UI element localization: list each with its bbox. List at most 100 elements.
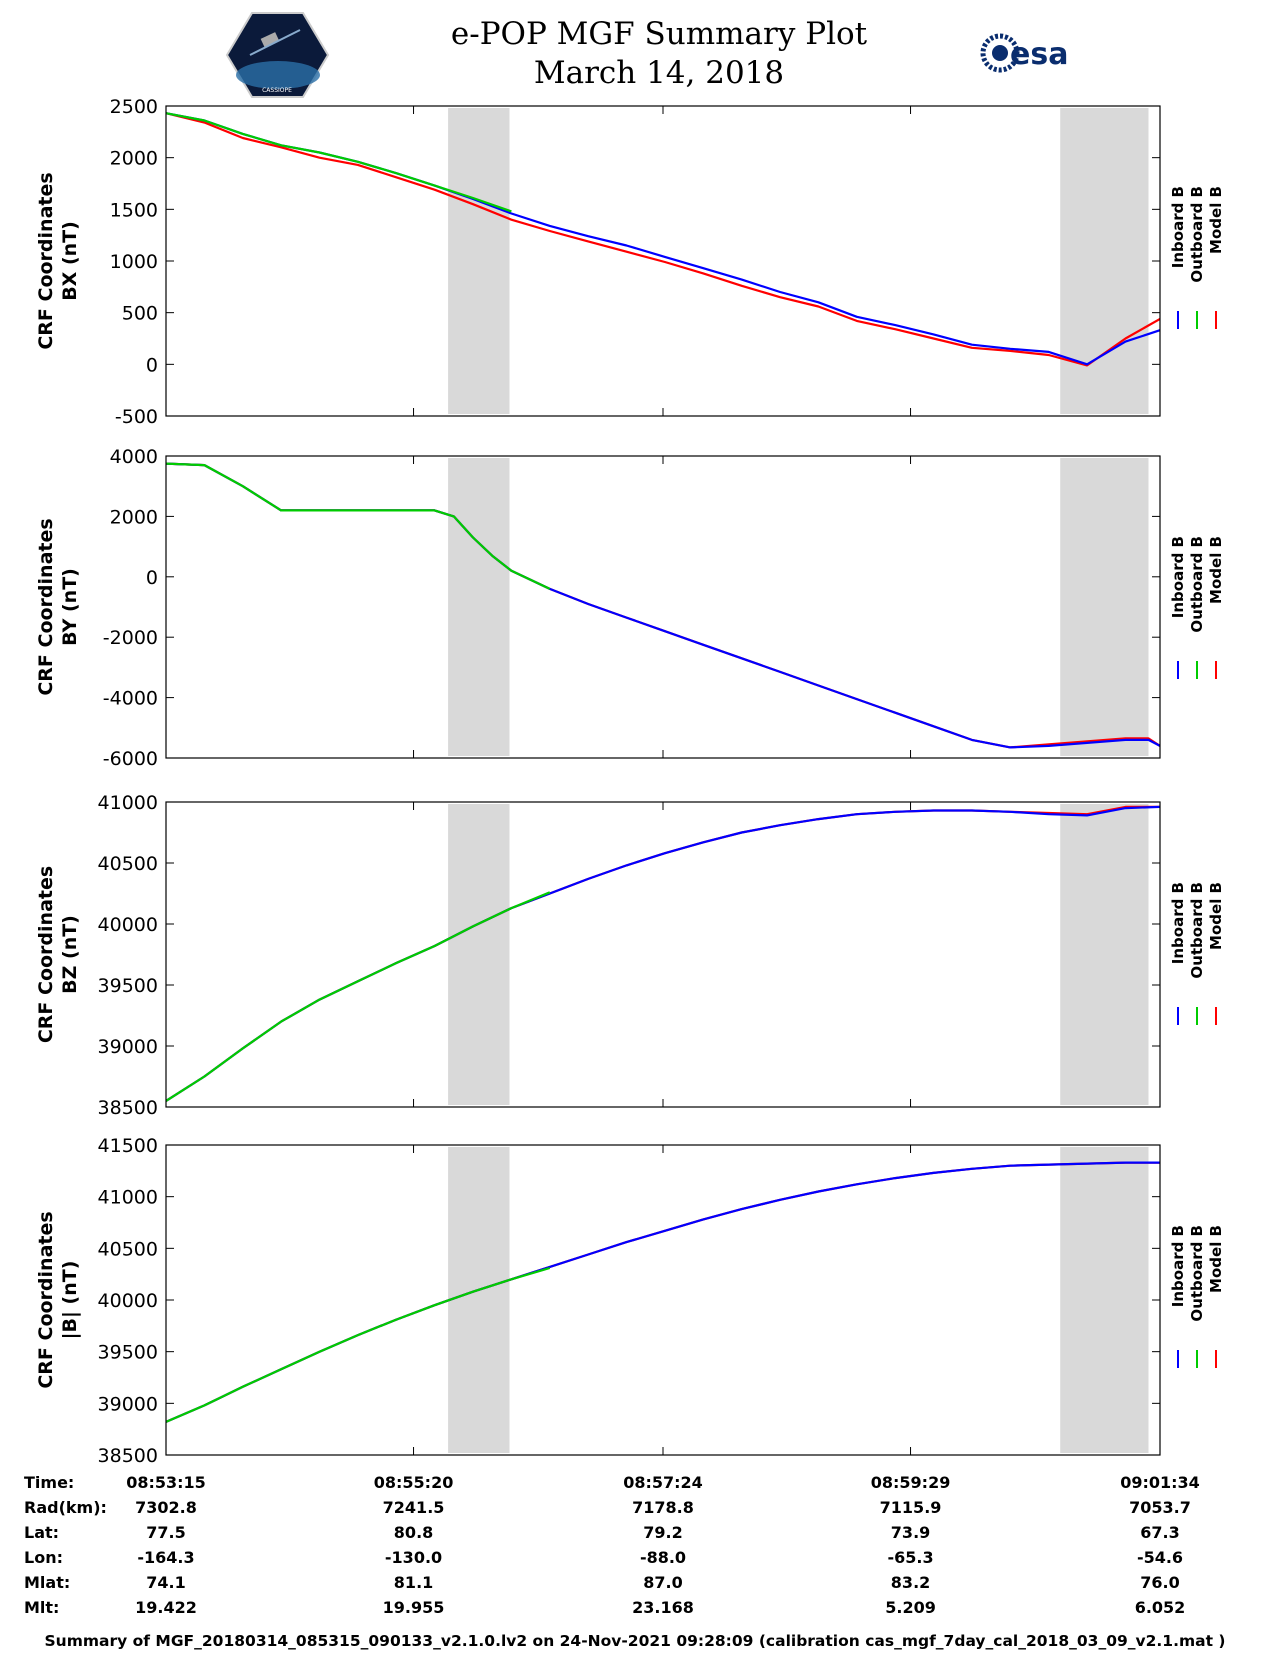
shaded-region (448, 1147, 510, 1453)
ephemeris-row-label: Mlat: (24, 1573, 70, 1592)
shaded-region (1060, 458, 1149, 756)
legend-label: Model B (1207, 882, 1225, 950)
ephemeris-row-label: Rad(km): (24, 1498, 107, 1517)
series-line-outboard-b (165, 1266, 551, 1423)
ephemeris-value: 77.5 (146, 1523, 185, 1542)
ephemeris-value: 81.1 (394, 1573, 433, 1592)
ephemeris-value: 08:57:24 (623, 1473, 703, 1492)
y-tick-label: 2000 (110, 148, 158, 170)
ephemeris-value: 87.0 (643, 1573, 682, 1592)
ephemeris-value: 7178.8 (632, 1498, 694, 1517)
shaded-region (1060, 804, 1149, 1105)
shaded-region (448, 458, 510, 756)
legend-label: Inboard B (1169, 186, 1187, 268)
y-tick-label: 1500 (110, 199, 158, 221)
y-tick-label: 39000 (98, 1036, 158, 1058)
ephemeris-value: 7241.5 (383, 1498, 445, 1517)
ephemeris-value: -130.0 (385, 1548, 442, 1567)
ephemeris-value: 09:01:34 (1120, 1473, 1200, 1492)
y-tick-label: 40500 (98, 853, 158, 875)
shaded-region (1060, 108, 1149, 414)
y-axis-label-line2: BX (nT) (59, 221, 81, 301)
y-tick-label: 38500 (98, 1445, 158, 1467)
esa-logo: esa (980, 33, 1068, 73)
series-line-inboard-b (165, 1161, 1160, 1423)
y-tick-label: 0 (146, 354, 158, 376)
ephemeris-value: 19.955 (383, 1598, 445, 1617)
legend-label: Model B (1207, 186, 1225, 254)
y-tick-label: 39000 (98, 1393, 158, 1415)
ephemeris-value: 83.2 (891, 1573, 930, 1592)
ephemeris-value: 74.1 (146, 1573, 185, 1592)
ephemeris-value: 7115.9 (880, 1498, 942, 1517)
y-tick-label: -2000 (103, 627, 158, 649)
ephemeris-value: 08:55:20 (374, 1473, 454, 1492)
series-line-model-b (165, 805, 1160, 1102)
ephemeris-value: 08:59:29 (871, 1473, 951, 1492)
ephemeris-value: 79.2 (643, 1523, 682, 1542)
y-tick-label: 40000 (98, 914, 158, 936)
y-tick-label: 40500 (98, 1238, 158, 1260)
series-line-model-b (165, 462, 1161, 749)
y-tick-label: -6000 (103, 748, 158, 770)
shaded-region (448, 108, 510, 414)
header: CASSIOPE e-POP MGF Summary Plot March 14… (225, 12, 1068, 98)
plot-date: March 14, 2018 (534, 55, 784, 91)
chart-panel-3: 41000 40500 40000 39500 39000 38500 CRF Coordi… (35, 792, 1225, 1119)
chart-panel-1: 2500 2000 1500 1000 500 0 -500 CRF Coordinates B… (35, 96, 1225, 428)
legend-label: Inboard B (1169, 882, 1187, 964)
y-axis-label-line1: CRF Coordinates (35, 1211, 57, 1388)
ephemeris-row-label: Lat: (24, 1523, 59, 1542)
ephemeris-value: 80.8 (394, 1523, 433, 1542)
ephemeris-value: 08:53:15 (126, 1473, 206, 1492)
y-axis-label-line1: CRF Coordinates (35, 866, 57, 1043)
y-axis-label-line2: |B| (nT) (59, 1261, 81, 1340)
y-axis-label-line1: CRF Coordinates (35, 172, 57, 349)
y-tick-label: 2500 (110, 96, 158, 118)
y-tick-label: 0 (146, 567, 158, 589)
series-line-model-b (165, 1161, 1160, 1423)
ephemeris-value: -88.0 (640, 1548, 686, 1567)
y-tick-label: 41000 (98, 792, 158, 814)
legend-label: Model B (1207, 1225, 1225, 1293)
y-tick-label: 4000 (110, 446, 158, 468)
ephemeris-value: 5.209 (885, 1598, 936, 1617)
ephemeris-value: 67.3 (1140, 1523, 1179, 1542)
plot-frame (165, 455, 1161, 759)
chart-panel-4: 41500 41000 40500 40000 39500 39000 38500 CRF C… (35, 1135, 1225, 1467)
series-line-inboard-b (165, 462, 1161, 749)
ephemeris-row-label: Lon: (24, 1548, 63, 1567)
ephemeris-value: 19.422 (135, 1598, 197, 1617)
shaded-region (448, 804, 510, 1105)
legend-label: Inboard B (1169, 1225, 1187, 1307)
series-line-model-b (165, 112, 1161, 367)
y-tick-label: 41000 (98, 1187, 158, 1209)
ephemeris-value: 76.0 (1140, 1573, 1179, 1592)
legend-label: Model B (1207, 536, 1225, 604)
y-tick-label: -4000 (103, 688, 158, 710)
y-axis-label-line2: BZ (nT) (59, 915, 81, 994)
y-tick-label: -500 (115, 406, 158, 428)
cassiope-logo-text: CASSIOPE (262, 87, 292, 94)
ephemeris-value: 6.052 (1135, 1598, 1186, 1617)
y-tick-label: 1000 (110, 251, 158, 273)
y-tick-label: 41500 (98, 1135, 158, 1157)
chart-panel-2: 4000 2000 0 -2000 -4000 -6000 CRF Coordinates B… (35, 446, 1225, 770)
shaded-region (1060, 1147, 1149, 1453)
ephemeris-value: 73.9 (891, 1523, 930, 1542)
series-line-outboard-b (165, 112, 512, 213)
cassiope-logo: CASSIOPE (225, 12, 330, 98)
esa-logo-text: esa (1010, 37, 1068, 72)
legend-label: Inboard B (1169, 536, 1187, 618)
y-tick-label: 39500 (98, 975, 158, 997)
ephemeris-value: -54.6 (1137, 1548, 1183, 1567)
legend-label: Outboard B (1188, 882, 1206, 979)
legend-label: Outboard B (1188, 1225, 1206, 1322)
plot-title: e-POP MGF Summary Plot (451, 16, 868, 52)
y-tick-label: 40000 (98, 1290, 158, 1312)
series-line-inboard-b (165, 805, 1161, 1102)
ephemeris-row-label: Time: (24, 1473, 74, 1492)
ephemeris-value: 23.168 (632, 1598, 694, 1617)
